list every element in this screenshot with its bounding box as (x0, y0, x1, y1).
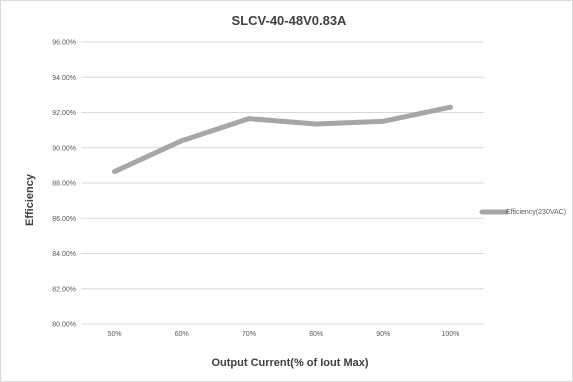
chart-title: SLCV-40-48V0.83A (232, 13, 348, 28)
legend: Efficiency(230VAC) (479, 209, 566, 216)
x-tick-label: 90% (376, 331, 390, 338)
y-tick-label: 80.00% (52, 322, 76, 329)
gridlines (81, 41, 484, 325)
y-tick-label: 92.00% (52, 110, 76, 117)
x-tick-label: 80% (309, 331, 323, 338)
y-tick-label: 84.00% (52, 251, 76, 258)
y-tick-labels: 80.00% 82.00% 84.00% 86.00% 88.00% 90.00% 92.0… (52, 40, 76, 329)
x-tick-labels: 50% 60% 70% 80% 90% 100% (108, 331, 460, 338)
y-axis-title: Efficiency (24, 173, 36, 226)
x-tick-label: 50% (108, 331, 122, 338)
data-point (246, 116, 252, 122)
y-tick-label: 96.00% (52, 40, 76, 47)
data-point (112, 169, 118, 175)
y-tick-label: 90.00% (52, 145, 76, 152)
data-point (313, 121, 319, 127)
data-point (447, 104, 453, 110)
series-line (112, 104, 453, 175)
data-point (179, 138, 185, 144)
x-tick-label: 100% (441, 331, 459, 338)
y-tick-label: 88.00% (52, 181, 76, 188)
x-tick-label: 70% (242, 331, 256, 338)
y-tick-label: 86.00% (52, 216, 76, 223)
data-point (380, 118, 386, 124)
x-axis-title: Output Current(% of Iout Max) (211, 357, 368, 369)
y-tick-label: 82.00% (52, 286, 76, 293)
series-layer (112, 104, 453, 175)
y-tick-label: 94.00% (52, 75, 76, 82)
x-tick-label: 60% (175, 331, 189, 338)
legend-label: Efficiency(230VAC) (506, 209, 566, 216)
